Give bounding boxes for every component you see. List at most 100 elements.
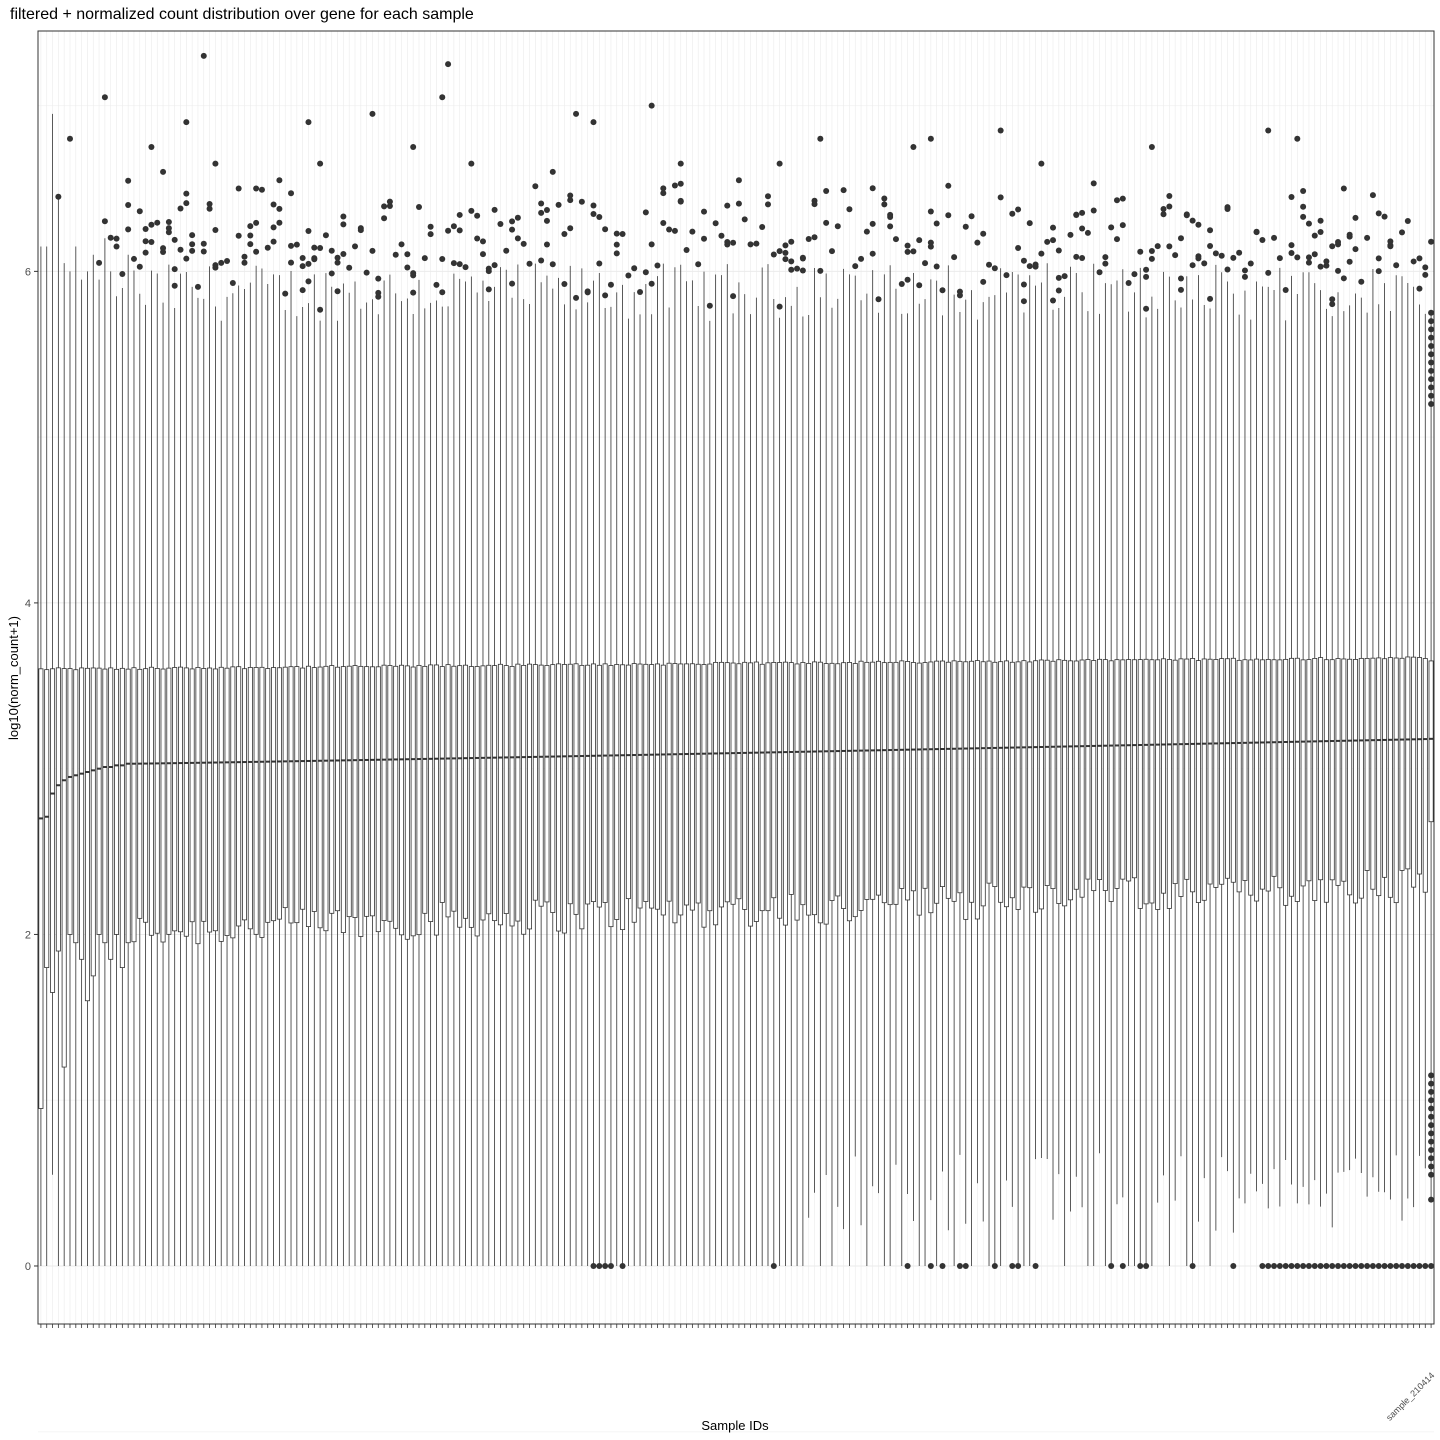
box-152 (922, 299, 928, 1266)
outlier-point (1329, 296, 1336, 303)
outlier-point (956, 288, 963, 295)
box-128 (782, 297, 788, 1266)
outlier-point (328, 247, 335, 254)
box-iqr (1126, 659, 1132, 882)
box-165 (998, 268, 1004, 1266)
box-77 (486, 301, 492, 1266)
outlier-point (1428, 1163, 1435, 1170)
outlier-point (939, 1262, 946, 1269)
box-iqr (957, 660, 963, 894)
outlier-point (1428, 1113, 1435, 1120)
box-80 (503, 269, 509, 1266)
outlier-point (1247, 260, 1254, 267)
box-iqr (148, 666, 154, 936)
outlier-point (456, 227, 463, 234)
outlier-point (986, 261, 993, 268)
outlier-point (1224, 206, 1231, 213)
box-iqr (1073, 660, 1079, 890)
outlier-point (479, 251, 486, 258)
outlier-point (683, 247, 690, 254)
box-iqr (753, 661, 759, 922)
outlier-point (1428, 342, 1435, 349)
box-iqr (160, 668, 166, 943)
outlier-point (764, 201, 771, 208)
box-iqr (451, 665, 457, 912)
outlier-point (270, 224, 277, 231)
outlier-point (322, 232, 329, 239)
box-65 (416, 279, 422, 1266)
box-iqr (340, 666, 346, 933)
outlier-point (1352, 1262, 1359, 1269)
outlier-point (241, 253, 248, 260)
outlier-point (1038, 250, 1045, 257)
box-iqr (1097, 658, 1103, 880)
outlier-point (1079, 254, 1086, 261)
box-iqr (1050, 660, 1056, 890)
box-iqr (817, 661, 823, 924)
box-95 (590, 280, 596, 1266)
box-iqr (846, 662, 852, 922)
box-73 (463, 281, 469, 1266)
outlier-point (648, 241, 655, 248)
box-iqr (806, 662, 812, 916)
box-iqr (905, 661, 911, 901)
outlier-point (1305, 220, 1312, 227)
outlier-point (660, 219, 667, 226)
outlier-point (567, 192, 574, 199)
outlier-point (1050, 297, 1057, 304)
outlier-point (1410, 258, 1417, 265)
box-125 (765, 264, 771, 1266)
outlier-point (642, 209, 649, 216)
outlier-point (1294, 254, 1301, 261)
outlier-point (1282, 1262, 1289, 1269)
box-162 (980, 302, 986, 1222)
outlier-point (119, 271, 126, 278)
outlier-point (677, 197, 684, 204)
box-202 (1213, 264, 1219, 1231)
outlier-point (1055, 287, 1062, 294)
box-133 (812, 267, 818, 1193)
box-185 (1114, 280, 1120, 1205)
outlier-point (660, 190, 667, 197)
outlier-point (1207, 243, 1214, 250)
outlier-point (1358, 278, 1365, 285)
box-iqr (207, 667, 213, 933)
outlier-point (439, 255, 446, 262)
outlier-point (590, 211, 597, 218)
box-22 (166, 264, 172, 1266)
outlier-point (247, 223, 254, 230)
box-199 (1195, 275, 1201, 1222)
box-220 (1318, 290, 1324, 1207)
box-iqr (1416, 657, 1422, 875)
box-68 (433, 300, 439, 1266)
outlier-point (503, 247, 510, 254)
outlier-point (363, 269, 370, 276)
outlier-point (1428, 400, 1435, 407)
box-63 (404, 298, 410, 1266)
box-34 (236, 285, 242, 1266)
outlier-point (712, 220, 719, 227)
box-iqr (509, 666, 515, 927)
outlier-point (1317, 217, 1324, 224)
outlier-point (235, 185, 242, 192)
outlier-point (945, 182, 952, 189)
outlier-point (369, 247, 376, 254)
outlier-point (596, 260, 603, 267)
box-57 (369, 299, 375, 1266)
outlier-point (142, 238, 149, 245)
outlier-point (823, 188, 830, 195)
box-31 (218, 320, 224, 1266)
outlier-point (514, 235, 521, 242)
box-iqr (579, 664, 585, 930)
box-iqr (590, 663, 596, 903)
box-0 (38, 246, 44, 1266)
outlier-point (1143, 305, 1150, 312)
outlier-point (288, 190, 295, 197)
outlier-point (1369, 1262, 1376, 1269)
box-122 (748, 314, 754, 1266)
box-iqr (736, 663, 742, 900)
outlier-points (55, 52, 1435, 1269)
box-212 (1271, 289, 1277, 1170)
outlier-point (1375, 268, 1382, 275)
box-iqr (422, 665, 428, 914)
